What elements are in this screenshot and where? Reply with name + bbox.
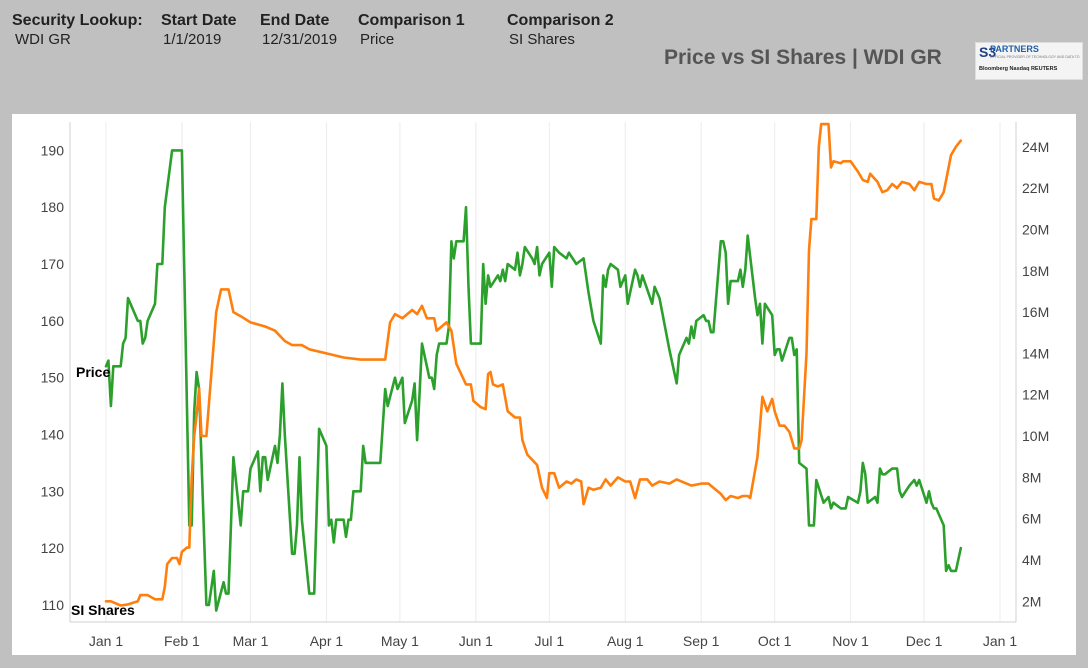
s3-partners-logo: S3 PARTNERS OFFICIAL PROVIDER OF TECHNOL…: [975, 42, 1083, 80]
y-right-tick-label: 16M: [1022, 304, 1049, 320]
series-line-price: [104, 149, 963, 612]
chart-title: Price vs SI Shares | WDI GR: [664, 46, 942, 69]
x-tick-label: May 1: [381, 633, 419, 649]
start-date-label: Start Date: [161, 12, 237, 29]
y-right-tick-label: 24M: [1022, 139, 1049, 155]
y-right-tick-label: 2M: [1022, 593, 1041, 609]
y-right-tick-label: 18M: [1022, 263, 1049, 279]
y-right-tick-label: 22M: [1022, 180, 1049, 196]
y-right-tick-label: 14M: [1022, 345, 1049, 361]
x-tick-label: Oct 1: [758, 633, 792, 649]
logo-tagline: OFFICIAL PROVIDER OF TECHNOLOGY AND DATA…: [990, 55, 1080, 59]
y-right-tick-label: 6M: [1022, 511, 1041, 527]
chart-panel: Jan 1 Feb 1 Mar 1 Apr 1 May 1 Jun 1 Jul 1 Aug 1…: [12, 114, 1076, 655]
series-line-si-shares: [104, 122, 963, 607]
comparison-1-label: Comparison 1: [358, 12, 465, 29]
y-left-tick-label: 130: [41, 483, 65, 499]
security-value: WDI GR: [15, 31, 71, 48]
x-tick-label: Nov 1: [832, 633, 869, 649]
y-left-tick-label: 170: [41, 256, 65, 272]
x-tick-label: Jun 1: [459, 633, 493, 649]
end-date-value: 12/31/2019: [262, 31, 338, 48]
y-left-tick-label: 180: [41, 199, 65, 215]
x-tick-label: Sep 1: [683, 633, 720, 649]
y-left-tick-label: 140: [41, 427, 65, 443]
y-left-tick-label: 120: [41, 540, 65, 556]
y-right-tick-label: 10M: [1022, 428, 1049, 444]
comparison-2-label: Comparison 2: [507, 12, 614, 29]
y-right-tick-label: 12M: [1022, 387, 1049, 403]
grid-layer: [105, 122, 1001, 622]
header-field-comparison-1: Comparison 1 Price: [358, 12, 465, 48]
price-vs-si-chart: Jan 1 Feb 1 Mar 1 Apr 1 May 1 Jun 1 Jul 1 Aug 1…: [41, 122, 1049, 649]
series-label-price: Price: [76, 364, 110, 380]
x-tick-label: Aug 1: [607, 633, 644, 649]
logo-mark: S3: [979, 44, 997, 60]
y-right-tick-label: 20M: [1022, 221, 1049, 237]
series-layer: [104, 122, 963, 612]
y-left-tick-label: 150: [41, 370, 65, 386]
x-tick-label: Jan 1: [983, 633, 1017, 649]
x-tick-label: Dec 1: [906, 633, 943, 649]
header-field-comparison-2: Comparison 2 SI Shares: [507, 12, 614, 48]
x-tick-label: Jul 1: [535, 633, 565, 649]
comparison-1-value: Price: [360, 31, 395, 48]
end-date-label: End Date: [260, 12, 330, 29]
axis-layer: Jan 1 Feb 1 Mar 1 Apr 1 May 1 Jun 1 Jul 1 Aug 1…: [41, 122, 1049, 649]
logo-partners: Bloomberg Nasdaq REUTERS: [979, 66, 1058, 72]
header-field-start-date: Start Date 1/1/2019: [161, 12, 237, 48]
header-field-security: Security Lookup: WDI GR: [12, 12, 143, 48]
start-date-value: 1/1/2019: [163, 31, 222, 48]
header-field-end-date: End Date 12/31/2019: [260, 12, 337, 48]
y-left-tick-label: 190: [41, 142, 65, 158]
x-tick-label: Jan 1: [89, 633, 123, 649]
comparison-2-value: SI Shares: [509, 31, 575, 48]
y-right-tick-label: 8M: [1022, 469, 1041, 485]
y-left-tick-label: 160: [41, 313, 65, 329]
x-tick-label: Feb 1: [164, 633, 200, 649]
y-left-tick-label: 110: [42, 597, 65, 613]
security-label: Security Lookup:: [12, 12, 143, 29]
y-right-tick-label: 4M: [1022, 552, 1041, 568]
logo-name: PARTNERS: [990, 44, 1039, 54]
x-tick-label: Mar 1: [233, 633, 269, 649]
x-tick-label: Apr 1: [310, 633, 344, 649]
series-label-si-shares: SI Shares: [71, 602, 135, 618]
